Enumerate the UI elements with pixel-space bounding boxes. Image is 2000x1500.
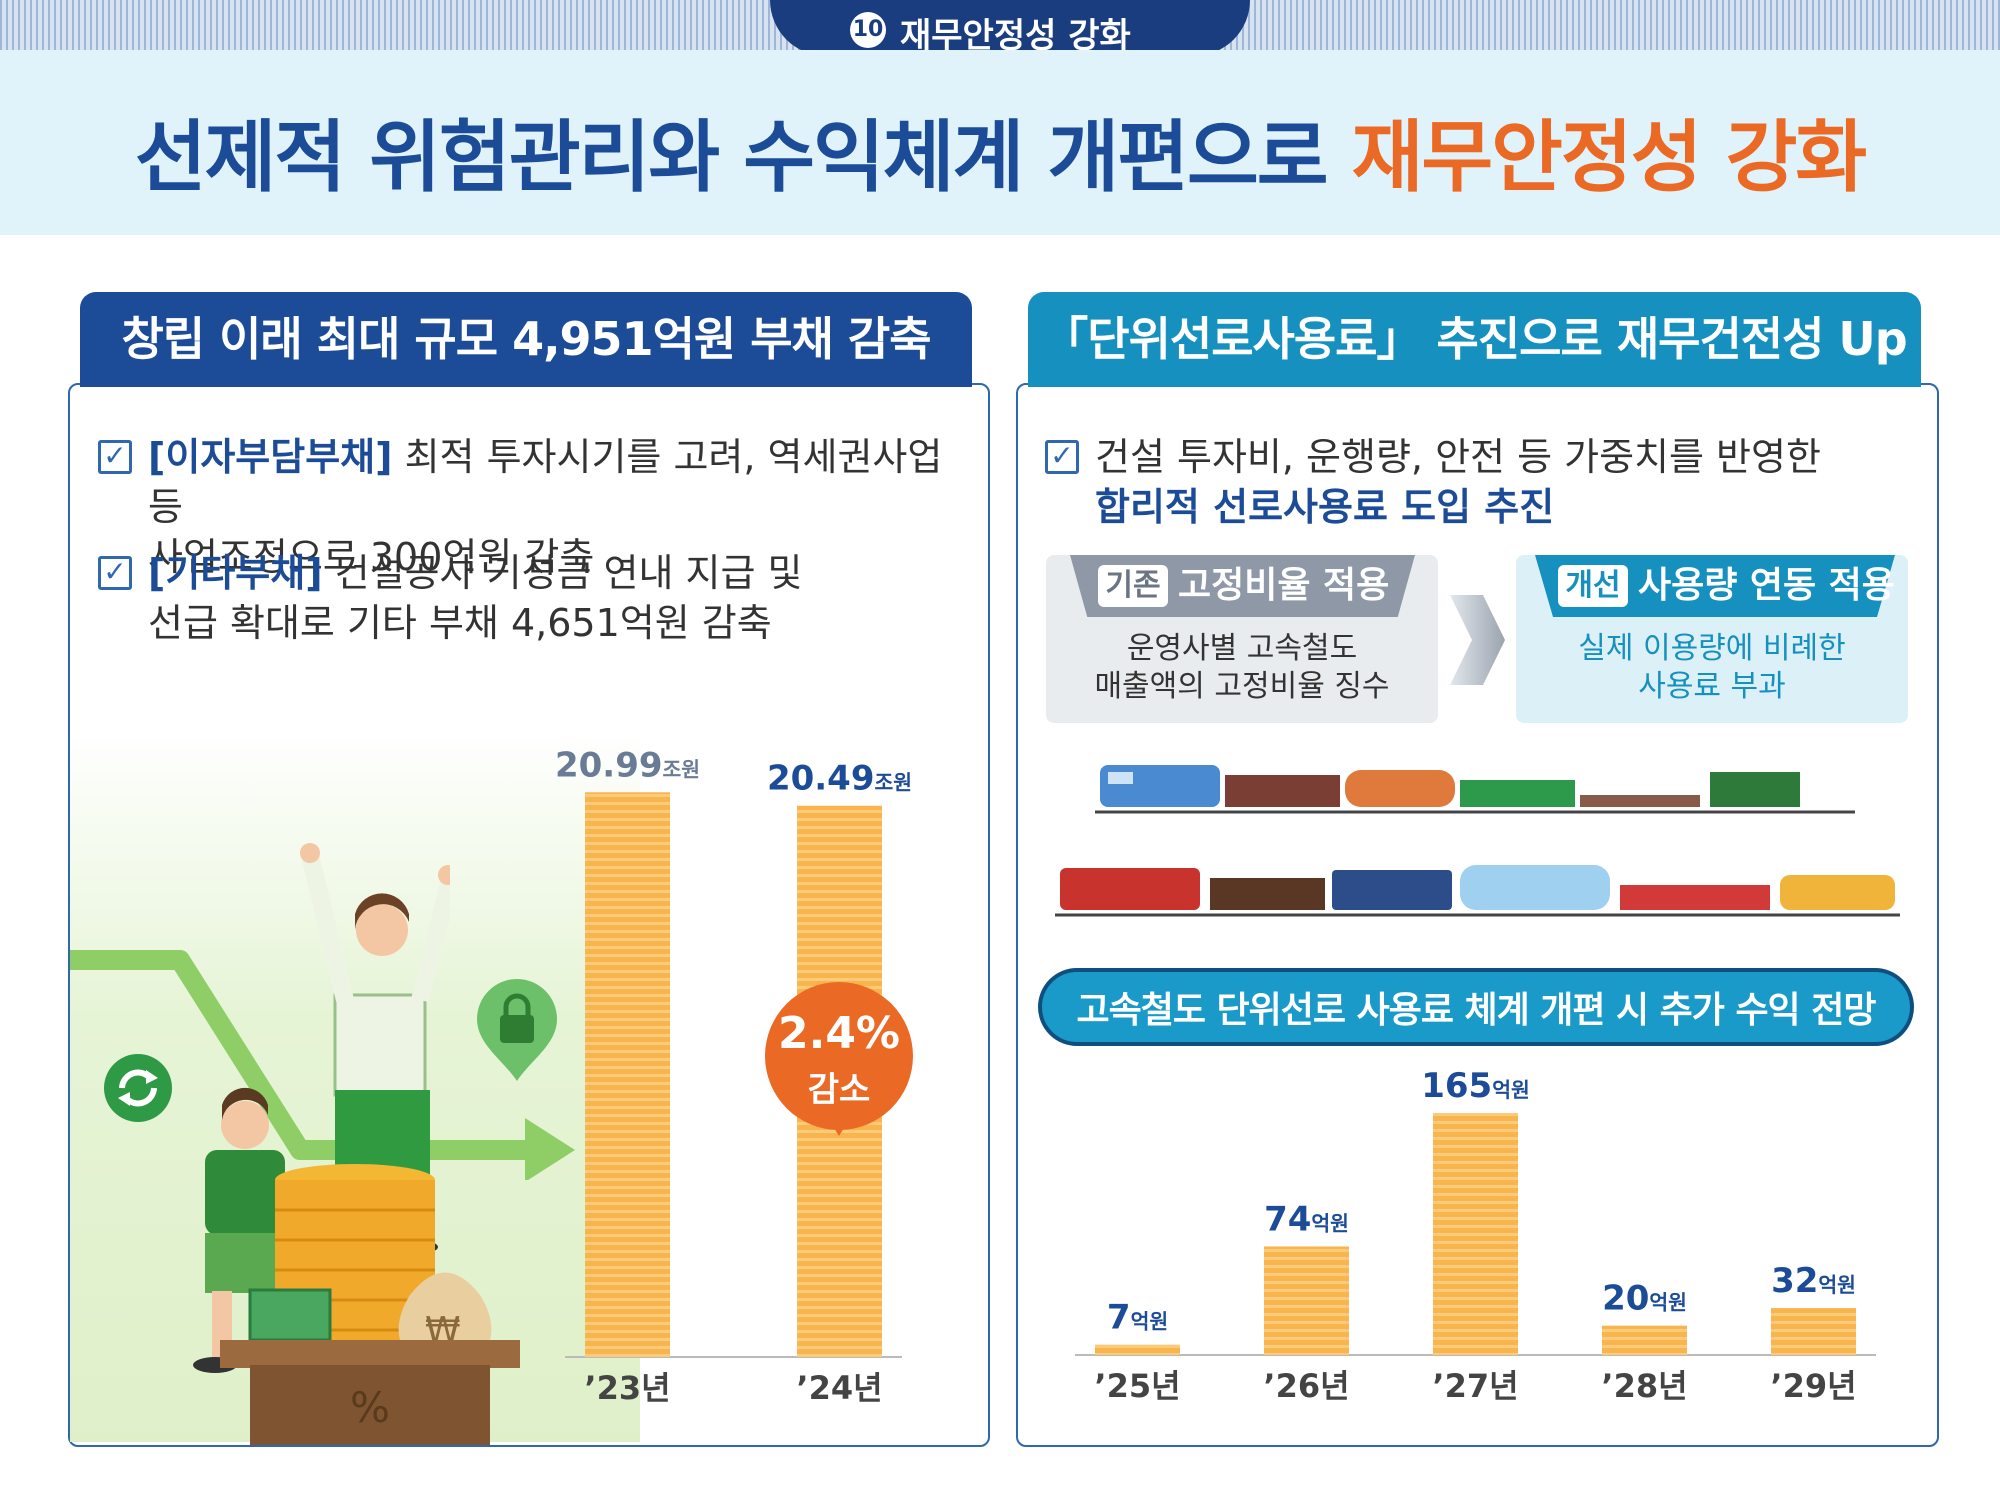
x-tick-label-2: ’27년 xyxy=(1432,1367,1518,1405)
bar-value-label-0: 7억원 xyxy=(1107,1298,1168,1338)
bullet-text: 최적 투자시기를 고려, 역세권사업 등 xyxy=(148,435,943,529)
bullet-text: 건설공사 기성금 연내 지급 및 xyxy=(322,551,803,595)
revenue-bar-chart: 7억원 ’25년 74억원 ’26년 165억원 ’27년 20억원 ’28년 32억원 ’29년 xyxy=(1075,1066,1876,1405)
bar-value-label-0: 20.99조원 xyxy=(555,745,700,785)
left-bullet-1: ✓ [이자부담부채] 최적 투자시기를 고려, 역세권사업 등 사업조정으로 3… xyxy=(98,432,978,579)
decrease-badge: 2.4% 감소 xyxy=(765,982,913,1130)
checkbox-icon: ✓ xyxy=(98,440,132,474)
bar-3 xyxy=(1602,1325,1687,1355)
left-bullet-2: ✓ [기타부채] 건설공사 기성금 연내 지급 및 선급 확대로 기타 부채 4… xyxy=(98,548,978,648)
train-illustration xyxy=(1055,765,1900,917)
page-title-accent: 재무안정성 강화 xyxy=(1351,113,1867,203)
existing-method-title: 고정비율 적용 xyxy=(1178,565,1390,606)
bullet-keyword: [이자부담부채] xyxy=(148,435,393,479)
coins-and-box-illustration: ₩ % xyxy=(220,1164,520,1445)
bar-value-label-1: 20.49조원 xyxy=(767,759,912,799)
x-tick-label-4: ’29년 xyxy=(1770,1367,1856,1405)
page-title: 선제적 위험관리와 수익체계 개편으로 재무안정성 강화 xyxy=(0,95,2000,207)
bar-2 xyxy=(1433,1113,1518,1355)
right-bullet: ✓ 건설 투자비, 운행량, 안전 등 가중치를 반영한 합리적 선로사용료 도… xyxy=(1045,432,1905,532)
title-band xyxy=(0,50,2000,235)
section-number: 10 xyxy=(850,12,886,48)
bar-value-label-2: 165억원 xyxy=(1421,1066,1530,1106)
bar-1 xyxy=(1264,1246,1349,1355)
bar-4 xyxy=(1771,1308,1856,1355)
improved-desc-line2: 사용료 부과 xyxy=(1638,669,1786,704)
bar-unit-label: 억원 xyxy=(1131,1310,1169,1334)
bar-unit-label: 억원 xyxy=(1649,1291,1687,1315)
existing-chip: 기존 xyxy=(1098,565,1168,607)
bullet-text: 건설 투자비, 운행량, 안전 등 가중치를 반영한 xyxy=(1095,435,1821,479)
existing-desc-line2: 매출액의 고정비율 징수 xyxy=(1094,669,1390,704)
bar-value-label-4: 32억원 xyxy=(1771,1261,1856,1301)
section-tab-label: 재무안정성 강화 xyxy=(900,16,1131,56)
x-tick-label-1: ’24년 xyxy=(796,1369,882,1407)
bar-value-label-1: 74억원 xyxy=(1264,1199,1349,1239)
x-tick-label-3: ’28년 xyxy=(1601,1367,1687,1405)
page-title-main: 선제적 위험관리와 수익체계 개편으로 xyxy=(134,113,1352,203)
badge-label: 감소 xyxy=(807,1070,871,1110)
svg-text:%: % xyxy=(350,1383,390,1432)
improved-desc-line1: 실제 이용량에 비례한 xyxy=(1578,631,1846,666)
x-tick-label-1: ’26년 xyxy=(1263,1367,1349,1405)
recycle-icon xyxy=(104,1054,172,1122)
bar-unit-label: 조원 xyxy=(663,757,701,781)
bar-unit-label: 억원 xyxy=(1818,1273,1856,1297)
bullet-keyword: 합리적 선로사용료 도입 추진 xyxy=(1095,485,1555,529)
bar-unit-label: 억원 xyxy=(1311,1211,1349,1235)
bar-0 xyxy=(585,792,670,1357)
improved-method-desc: 실제 이용량에 비례한 사용료 부과 xyxy=(1516,630,1908,706)
x-tick-label-0: ’25년 xyxy=(1094,1367,1180,1405)
bar-unit-label: 조원 xyxy=(875,771,913,795)
existing-method-desc: 운영사별 고속철도 매출액의 고정비율 징수 xyxy=(1046,630,1438,706)
x-tick-label-0: ’23년 xyxy=(584,1369,670,1407)
bar-unit-label: 억원 xyxy=(1492,1078,1530,1102)
badge-percent: 2.4% xyxy=(777,1008,901,1059)
checkbox-icon: ✓ xyxy=(98,556,132,590)
checkbox-icon: ✓ xyxy=(1045,440,1079,474)
padlock-icon xyxy=(477,979,557,1081)
bullet-text-cont: 사업조정으로 300억원 감축 xyxy=(148,535,595,579)
existing-desc-line1: 운영사별 고속철도 xyxy=(1126,631,1358,666)
improved-chip: 개선 xyxy=(1558,565,1628,607)
bar-0 xyxy=(1095,1344,1180,1355)
bullet-keyword: [기타부채] xyxy=(148,551,323,595)
bullet-text-cont: 선급 확대로 기타 부채 4,651억원 감축 xyxy=(148,601,772,645)
improved-method-title: 사용량 연동 적용 xyxy=(1638,565,1895,606)
right-panel-heading: 「단위선로사용료」 추진으로 재무건전성 Up xyxy=(1028,292,1921,387)
badge-pointer xyxy=(828,1118,850,1136)
bar-value-label-3: 20억원 xyxy=(1602,1279,1687,1319)
revenue-chart-banner: 고속철도 단위선로 사용료 체계 개편 시 추가 수익 전망(298억) xyxy=(1038,968,1914,1109)
left-panel-heading: 창립 이래 최대 규모 4,951억원 부채 감축 xyxy=(80,292,972,387)
